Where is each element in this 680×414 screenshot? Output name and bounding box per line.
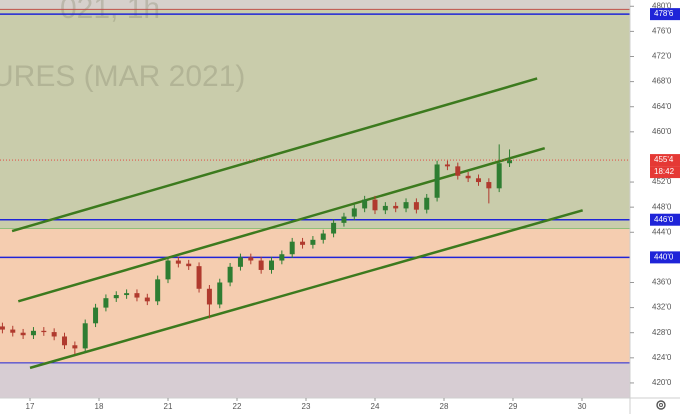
price-label-box (650, 213, 680, 226)
candle-body (72, 345, 78, 349)
candle-body (144, 297, 150, 302)
candle-body (300, 241, 306, 245)
x-tick-label: 18 (95, 402, 104, 411)
x-tick-label: 30 (578, 402, 587, 411)
x-tick-label: 22 (233, 402, 242, 411)
candle-body (331, 222, 337, 234)
candle-body (465, 175, 471, 179)
x-tick-label: 29 (509, 402, 518, 411)
candle-body (320, 233, 326, 240)
candle-body (507, 160, 513, 164)
x-tick-label: 24 (371, 402, 380, 411)
price-label-box (650, 8, 680, 21)
candle-body (362, 199, 368, 209)
candle-body (268, 260, 274, 270)
y-tick-label: 428'0 (652, 328, 672, 337)
candle-body (237, 257, 243, 267)
candle-body (258, 260, 264, 270)
trend-line (29, 209, 584, 370)
candle-body (196, 266, 202, 289)
y-tick-label: 452'0 (652, 177, 672, 186)
countdown-box (650, 166, 680, 179)
candle-body (62, 336, 68, 346)
candle-body (248, 257, 254, 261)
candle-body (51, 332, 57, 337)
candle-body (175, 260, 181, 264)
candle-body (206, 288, 212, 305)
candle-body (41, 330, 47, 333)
y-tick-label: 464'0 (652, 102, 672, 111)
y-tick-label: 460'0 (652, 127, 672, 136)
candle-body (413, 202, 419, 210)
last-price-label: 455'4 (654, 155, 674, 164)
candle-body (393, 205, 399, 209)
candle-body (82, 323, 88, 349)
y-tick-label: 472'0 (652, 52, 672, 61)
candle-body (155, 279, 161, 302)
candle-body (10, 329, 16, 333)
candle-body (20, 332, 26, 336)
candle-body (165, 260, 171, 280)
watermark: 021, 1h (60, 0, 160, 25)
candle-body (227, 266, 233, 283)
y-tick-label: 424'0 (652, 353, 672, 362)
candle-body (351, 208, 357, 217)
zone (0, 0, 630, 10)
candle-body (186, 263, 192, 267)
y-tick-label: 432'0 (652, 303, 672, 312)
x-tick-label: 23 (302, 402, 311, 411)
candle-body (382, 205, 388, 211)
price-label: 440'0 (654, 252, 674, 261)
candle-body (134, 293, 140, 298)
zone (0, 228, 630, 363)
y-tick-label: 468'0 (652, 77, 672, 86)
zone (0, 9, 630, 229)
x-tick-label: 17 (26, 402, 35, 411)
candle-body (496, 163, 502, 189)
candle-body (30, 330, 36, 336)
y-tick-label: 436'0 (652, 278, 672, 287)
price-label: 446'0 (654, 215, 674, 224)
candle-body (455, 166, 461, 176)
y-tick-label: 448'0 (652, 202, 672, 211)
price-label-box (650, 154, 680, 167)
candle-body (113, 295, 119, 299)
candle-body (279, 254, 285, 261)
x-tick-label: 21 (164, 402, 173, 411)
price-label: 478'6 (654, 9, 674, 18)
watermark: URES (MAR 2021) (0, 60, 245, 93)
zone (0, 362, 630, 398)
candle-body (289, 241, 295, 255)
x-tick-label: 28 (440, 402, 449, 411)
candle-body (424, 197, 430, 210)
y-tick-label: 420'0 (652, 378, 672, 387)
candle-body (372, 199, 378, 211)
candle-body (341, 216, 347, 223)
candle-body (486, 182, 492, 189)
candle-body (124, 293, 130, 296)
y-tick-label: 480'0 (652, 1, 672, 10)
candle-body (434, 164, 440, 198)
candle-body (217, 282, 223, 305)
candle-body (444, 164, 450, 167)
candle-body (310, 239, 316, 245)
candle-body (93, 307, 99, 324)
trend-line (11, 77, 538, 233)
y-tick-label: 476'0 (652, 26, 672, 35)
price-label-box (650, 251, 680, 264)
y-tick-label: 444'0 (652, 227, 672, 236)
candle-body (475, 178, 481, 183)
countdown: 18:42 (654, 167, 675, 176)
settings-icon[interactable] (656, 400, 666, 410)
candle-body (0, 326, 5, 330)
candle-body (103, 298, 109, 308)
candle-body (403, 202, 409, 209)
